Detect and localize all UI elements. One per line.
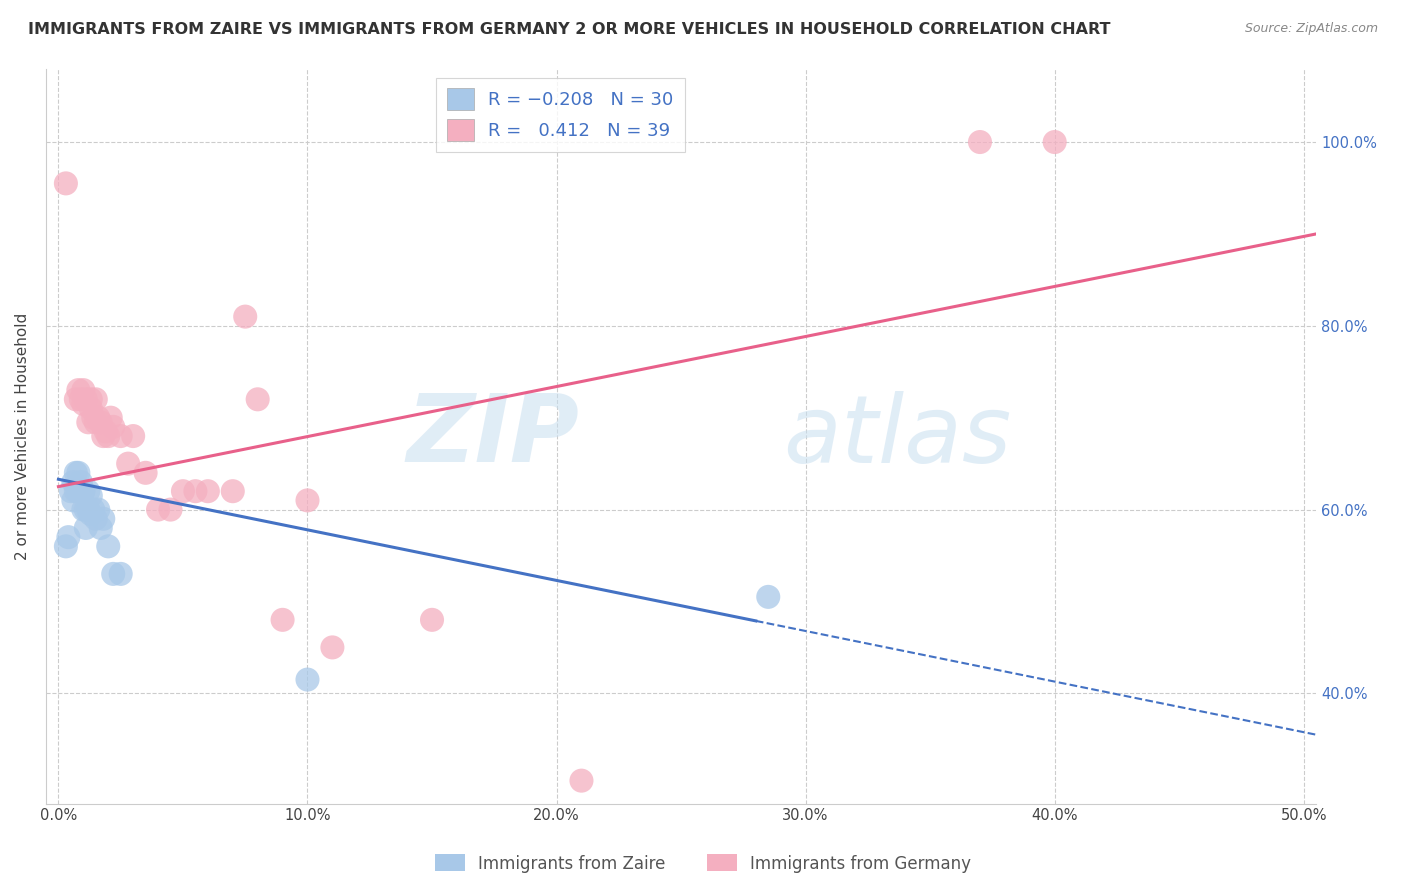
Point <box>97 429 120 443</box>
Text: IMMIGRANTS FROM ZAIRE VS IMMIGRANTS FROM GERMANY 2 OR MORE VEHICLES IN HOUSEHOLD: IMMIGRANTS FROM ZAIRE VS IMMIGRANTS FROM… <box>28 22 1111 37</box>
Point <box>297 493 319 508</box>
Point <box>94 425 117 439</box>
Point <box>90 521 112 535</box>
Point <box>159 502 181 516</box>
Point <box>58 530 80 544</box>
Point <box>420 613 443 627</box>
Point <box>55 177 77 191</box>
Point <box>62 493 84 508</box>
Point <box>297 673 319 687</box>
Point <box>80 489 103 503</box>
Point <box>135 466 157 480</box>
Point <box>233 310 256 324</box>
Point <box>117 457 139 471</box>
Point <box>246 392 269 407</box>
Point <box>91 429 114 443</box>
Point <box>146 502 169 516</box>
Point <box>197 484 219 499</box>
Point <box>75 502 97 516</box>
Point <box>80 507 103 521</box>
Point <box>103 420 125 434</box>
Point <box>77 502 100 516</box>
Point <box>1043 135 1066 149</box>
Point <box>72 502 94 516</box>
Point <box>72 383 94 397</box>
Point <box>82 502 104 516</box>
Point <box>67 484 90 499</box>
Point <box>72 397 94 411</box>
Point <box>77 415 100 429</box>
Point <box>65 466 87 480</box>
Text: atlas: atlas <box>783 391 1011 482</box>
Legend: R = −0.208   N = 30, R =   0.412   N = 39: R = −0.208 N = 30, R = 0.412 N = 39 <box>436 78 685 153</box>
Point <box>82 410 104 425</box>
Point <box>100 410 122 425</box>
Point <box>97 539 120 553</box>
Point <box>110 429 132 443</box>
Point <box>59 484 82 499</box>
Point <box>75 392 97 407</box>
Point <box>87 502 110 516</box>
Point <box>122 429 145 443</box>
Point <box>65 484 87 499</box>
Point <box>91 512 114 526</box>
Point <box>69 475 91 489</box>
Point <box>75 521 97 535</box>
Point <box>67 466 90 480</box>
Point <box>969 135 991 149</box>
Point <box>69 392 91 407</box>
Point <box>67 383 90 397</box>
Point <box>321 640 343 655</box>
Point <box>271 613 294 627</box>
Point <box>80 392 103 407</box>
Point <box>77 484 100 499</box>
Point <box>55 539 77 553</box>
Point <box>62 475 84 489</box>
Point <box>69 484 91 499</box>
Point <box>65 392 87 407</box>
Point <box>84 512 107 526</box>
Point <box>103 566 125 581</box>
Text: Source: ZipAtlas.com: Source: ZipAtlas.com <box>1244 22 1378 36</box>
Y-axis label: 2 or more Vehicles in Household: 2 or more Vehicles in Household <box>15 312 30 559</box>
Point <box>72 484 94 499</box>
Point <box>756 590 779 604</box>
Point <box>184 484 207 499</box>
Point <box>110 566 132 581</box>
Text: ZIP: ZIP <box>406 390 579 482</box>
Legend: Immigrants from Zaire, Immigrants from Germany: Immigrants from Zaire, Immigrants from G… <box>427 847 979 880</box>
Point <box>84 415 107 429</box>
Point <box>87 410 110 425</box>
Point <box>172 484 194 499</box>
Point <box>80 401 103 416</box>
Point <box>571 773 593 788</box>
Point <box>72 484 94 499</box>
Point <box>90 415 112 429</box>
Point <box>222 484 245 499</box>
Point <box>84 392 107 407</box>
